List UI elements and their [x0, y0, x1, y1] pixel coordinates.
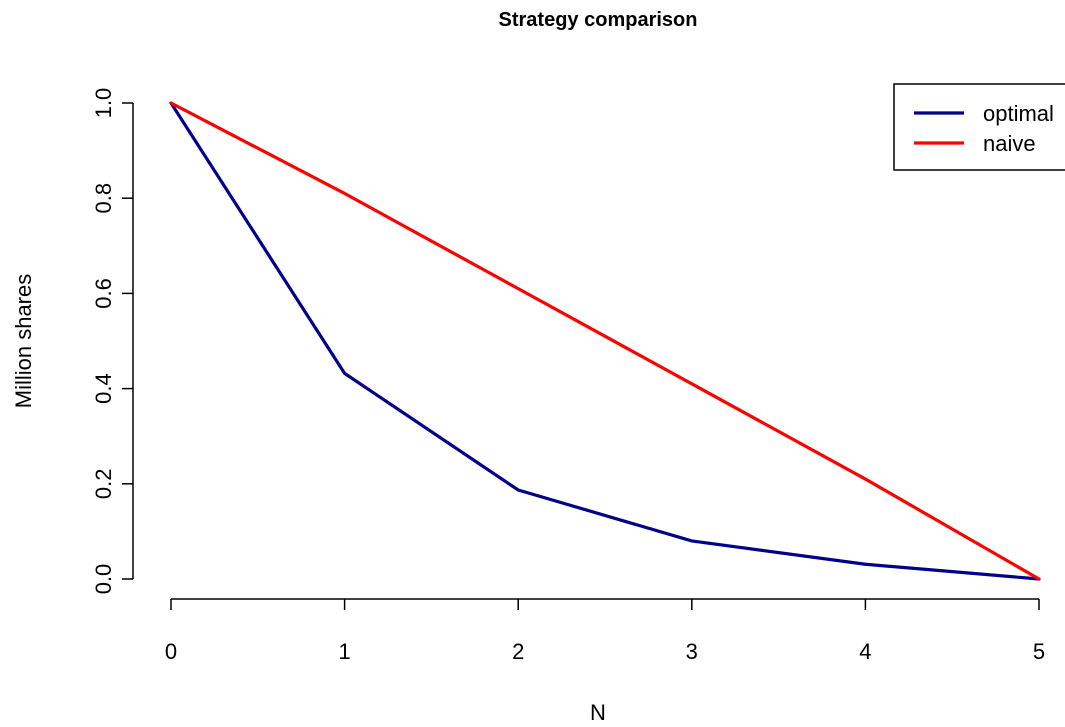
legend-label-optimal: optimal — [983, 101, 1054, 126]
y-axis-label: Million shares — [11, 274, 36, 409]
legend: optimal naive — [893, 83, 1065, 171]
y-tick-label: 1.0 — [91, 88, 116, 119]
legend-box — [893, 83, 1065, 171]
x-tick-label: 3 — [686, 639, 698, 664]
y-tick-label: 0.0 — [91, 564, 116, 595]
series-line-naive — [169, 101, 1041, 581]
y-tick-label: 0.4 — [91, 373, 116, 404]
x-tick-label: 2 — [512, 639, 524, 664]
plot-frame — [132, 103, 1039, 600]
x-tick-label: 1 — [338, 639, 350, 664]
y-tick-label: 0.6 — [91, 278, 116, 309]
x-tick-label: 0 — [165, 639, 177, 664]
x-axis-label: N — [590, 700, 606, 725]
x-tick-label: 5 — [1033, 639, 1045, 664]
legend-label-naive: naive — [983, 131, 1036, 156]
y-tick-label: 0.2 — [91, 469, 116, 500]
series-group — [169, 101, 1041, 581]
series-line-optimal — [169, 101, 1041, 581]
chart-title: Strategy comparison — [499, 9, 698, 31]
y-axis-ticks: 0.0 0.2 0.4 0.6 0.8 1.0 — [91, 88, 133, 595]
y-tick-label: 0.8 — [91, 183, 116, 214]
x-tick-label: 4 — [859, 639, 871, 664]
x-axis-ticks: 0 1 2 3 4 5 — [165, 599, 1045, 664]
